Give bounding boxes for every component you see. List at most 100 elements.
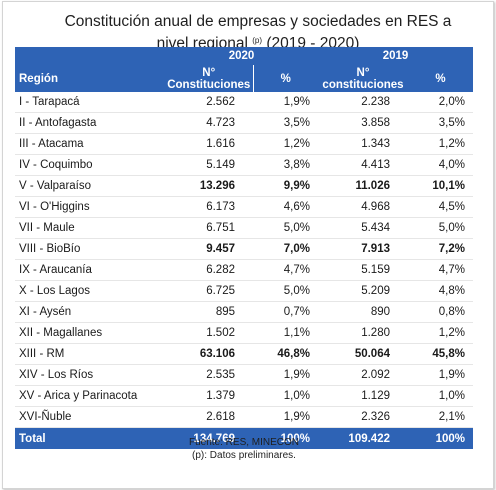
pct-2020-cell: 1,9% [253,406,318,428]
pct-2020-cell: 4,6% [253,196,318,218]
pct-2019-cell: 3,5% [408,112,473,134]
pct-2019-cell: 1,2% [408,322,473,344]
pct-2019-cell: 4,0% [408,154,473,176]
pct-2020-cell: 7,0% [253,238,318,260]
constituciones-2019-cell: 5.209 [318,280,408,302]
table-footnote: Fuente: RES, MINECON (p): Datos prelimin… [15,436,473,462]
table-row: VI - O'Higgins 6.173 4,6% 4.968 4,5% [15,196,473,218]
region-cell: II - Antofagasta [15,112,165,134]
constituciones-2019-cell: 2.326 [318,406,408,428]
year-2020-label: 2020 [228,50,255,62]
total-constituciones-2019: 109.422 [318,427,408,449]
pct-2019-cell: 4,7% [408,259,473,281]
region-cell: V - Valparaíso [15,175,165,197]
footnote-source: Fuente: RES, MINECON [188,437,300,448]
constituciones-2020-cell: 5.149 [165,154,253,176]
region-cell: IX - Araucanía [15,259,165,281]
region-cell: X - Los Lagos [15,280,165,302]
table-row: XII - Magallanes 1.502 1,1% 1.280 1,2% [15,322,473,344]
region-cell: IV - Coquimbo [15,154,165,176]
constituciones-2020-cell: 2.562 [165,92,253,113]
constituciones-2019-cell: 1.343 [318,133,408,155]
pct-2020-cell: 3,5% [253,112,318,134]
pct-2020-cell: 4,7% [253,259,318,281]
region-cell: XIV - Los Ríos [15,364,165,386]
region-cell: XII - Magallanes [15,322,165,344]
pct-2020-cell: 5,0% [253,280,318,302]
region-cell: VI - O'Higgins [15,196,165,218]
pct-2019-cell: 1,2% [408,133,473,155]
title-line-1: Constitución anual de empresas y socieda… [64,13,452,30]
table-row: VIII - BioBío 9.457 7,0% 7.913 7,2% [15,238,473,260]
year-header-row: 2020 2019 [15,47,473,65]
region-cell: VII - Maule [15,217,165,239]
header-n-2019: N° [356,66,370,79]
header-blank [15,47,165,65]
pct-2020-cell: 1,1% [253,322,318,344]
constituciones-2020-cell: 2.618 [165,406,253,428]
pct-2019-cell: 0,8% [408,301,473,323]
constituciones-2020-cell: 6.751 [165,217,253,239]
constituciones-2020-cell: 9.457 [165,238,253,260]
constituciones-2020-cell: 1.616 [165,133,253,155]
table-row: II - Antofagasta 4.723 3,5% 3.858 3,5% [15,112,473,134]
constituciones-2020-cell: 1.502 [165,322,253,344]
table-row: XIII - RM 63.106 46,8% 50.064 45,8% [15,343,473,365]
region-cell: XVI-Ñuble [15,406,165,428]
constituciones-2020-cell: 13.296 [165,175,253,197]
title-superscript: (p) [252,36,263,45]
constituciones-2019-cell: 5.434 [318,217,408,239]
constituciones-2020-cell: 63.106 [165,343,253,365]
header-pct-2019: % [408,65,473,92]
header-region: Región [15,65,165,92]
header-year-2019: 2019 [318,47,473,65]
constituciones-2020-cell: 6.725 [165,280,253,302]
constituciones-2019-cell: 4.413 [318,154,408,176]
constituciones-2019-cell: 890 [318,301,408,323]
pct-2019-cell: 1,0% [408,385,473,407]
pct-2020-cell: 0,7% [253,301,318,323]
pct-2019-cell: 2,0% [408,92,473,113]
header-constituciones-2020: N° Constituciones [165,65,254,92]
pct-2020-cell: 1,9% [253,92,318,113]
constituciones-2020-cell: 6.173 [165,196,253,218]
region-cell: XIII - RM [15,343,165,365]
table-row: IX - Araucanía 6.282 4,7% 5.159 4,7% [15,259,473,281]
header-n-2020: N° [202,66,216,79]
year-2019-label: 2019 [382,50,409,62]
pct-2020-cell: 5,0% [253,217,318,239]
header-const-2020: Constituciones [167,78,251,91]
pct-2019-cell: 5,0% [408,217,473,239]
constituciones-2020-cell: 6.282 [165,259,253,281]
pct-2019-cell: 4,8% [408,280,473,302]
table-row: X - Los Lagos 6.725 5,0% 5.209 4,8% [15,280,473,302]
table-row: VII - Maule 6.751 5,0% 5.434 5,0% [15,217,473,239]
region-cell: XI - Aysén [15,301,165,323]
constituciones-2019-cell: 5.159 [318,259,408,281]
table-row: I - Tarapacá 2.562 1,9% 2.238 2,0% [15,92,473,113]
constituciones-2019-cell: 2.092 [318,364,408,386]
constituciones-2019-cell: 2.238 [318,92,408,113]
total-pct-2019: 100% [408,427,473,449]
column-header-row: Región N° Constituciones % N° constitucion… [15,65,473,92]
table-row: XV - Arica y Parinacota 1.379 1,0% 1.129… [15,385,473,407]
constituciones-2019-cell: 1.280 [318,322,408,344]
table-row: XVI-Ñuble 2.618 1,9% 2.326 2,1% [15,406,473,428]
pct-2019-cell: 4,5% [408,196,473,218]
header-const-2019: constituciones [322,78,404,91]
header-constituciones-2019: N° constituciones [318,65,408,92]
pct-2020-cell: 46,8% [253,343,318,365]
table-row: III - Atacama 1.616 1,2% 1.343 1,2% [15,133,473,155]
pct-2020-cell: 1,0% [253,385,318,407]
constituciones-2020-cell: 2.535 [165,364,253,386]
regional-constitutions-table: 2020 2019 Región N° Constituciones % N° co… [15,47,473,449]
constituciones-2020-cell: 895 [165,301,253,323]
constituciones-2019-cell: 50.064 [318,343,408,365]
footnote-preliminary: (p): Datos preliminares. [192,450,296,461]
table-row: XI - Aysén 895 0,7% 890 0,8% [15,301,473,323]
constituciones-2019-cell: 11.026 [318,175,408,197]
region-cell: XV - Arica y Parinacota [15,385,165,407]
region-cell: VIII - BioBío [15,238,165,260]
header-pct-2020: % [253,65,318,92]
table-row: IV - Coquimbo 5.149 3,8% 4.413 4,0% [15,154,473,176]
